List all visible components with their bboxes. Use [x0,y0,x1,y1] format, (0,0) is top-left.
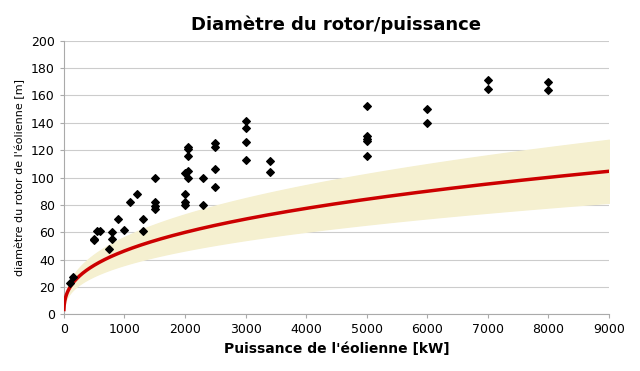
Point [180,170,190,176]
Point [362,136,372,142]
Point [183,152,193,158]
Y-axis label: diamètre du rotor de l'éolienne [m]: diamètre du rotor de l'éolienne [m] [15,79,26,276]
Point [180,191,190,197]
Point [180,199,190,205]
Point [198,174,208,180]
Point [241,139,251,145]
Point [241,118,251,124]
Point [210,184,220,190]
Point [543,79,554,85]
Point [92,228,102,234]
Point [241,157,251,163]
Point [125,199,136,205]
Point [183,146,193,152]
Point [265,169,275,175]
Point [89,237,99,243]
Point [183,144,193,150]
Point [483,77,493,83]
Point [422,120,433,126]
Point [183,168,193,174]
Point [210,140,220,146]
X-axis label: Puissance de l'éolienne [kW]: Puissance de l'éolienne [kW] [223,342,449,356]
Point [113,216,124,221]
Point [241,125,251,131]
Point [265,158,275,164]
Point [68,275,78,280]
Point [483,86,493,92]
Point [198,202,208,208]
Point [362,134,372,139]
Point [362,138,372,144]
Point [108,229,118,235]
Point [65,280,75,286]
Point [119,227,129,233]
Point [108,236,118,242]
Point [543,87,554,93]
Point [150,206,160,212]
Point [150,203,160,209]
Point [362,104,372,109]
Point [422,106,433,112]
Point [150,199,160,205]
Point [95,228,106,234]
Point [210,166,220,172]
Point [138,216,148,221]
Point [104,246,115,252]
Point [210,144,220,150]
Point [131,191,141,197]
Point [89,236,99,242]
Point [362,152,372,158]
Point [183,174,193,180]
Point [150,174,160,180]
Point [180,202,190,208]
Point [138,228,148,234]
Title: Diamètre du rotor/puissance: Diamètre du rotor/puissance [191,15,481,33]
